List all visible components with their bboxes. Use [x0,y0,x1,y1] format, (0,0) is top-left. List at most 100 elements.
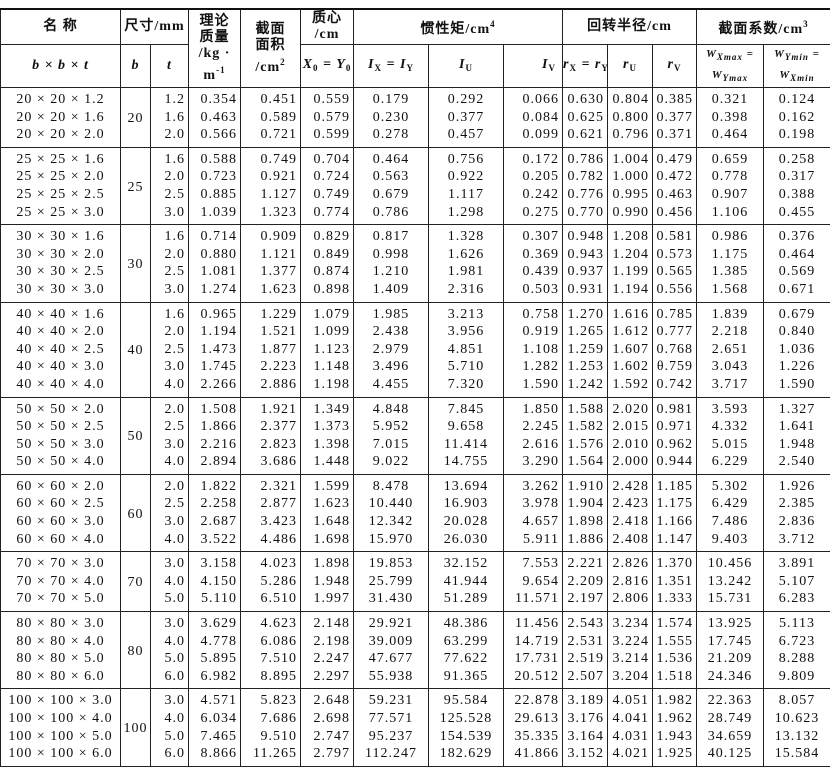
cell-spec: 20 × 20 × 1.6 [1,109,121,127]
header-x0: X0 = Y0 [301,45,354,88]
cell-ru: 1.612 [608,323,653,341]
cell-x0: 1.599 [301,474,354,495]
cell-wx: 1.106 [697,204,764,225]
cell-x0: 1.997 [301,590,354,611]
cell-x0: 1.398 [301,436,354,454]
cell-t: 2.0 [151,323,189,341]
cell-iv: 0.307 [504,225,563,246]
cell-rv: 1.925 [653,745,697,766]
cell-wy: 6.283 [764,590,830,611]
cell-rv: 1.185 [653,474,697,495]
cell-rv: 1.943 [653,728,697,746]
cell-rx: 2.507 [563,668,608,689]
cell-wx: 3.593 [697,397,764,418]
cell-ix: 5.952 [354,418,429,436]
cell-wx: 1.839 [697,302,764,323]
cell-ru: 3.214 [608,650,653,668]
cell-wy: 0.569 [764,263,830,281]
cell-wx: 10.456 [697,552,764,573]
cell-b: 60 [121,474,151,551]
cell-iu: 41.944 [429,573,504,591]
header-wx: WXmax =WYmax [697,45,764,88]
cell-wy: 0.840 [764,323,830,341]
cell-mass: 1.473 [189,341,241,359]
cell-wx: 5.015 [697,436,764,454]
cell-iv: 0.275 [504,204,563,225]
cell-rx: 3.189 [563,689,608,710]
cell-ru: 4.051 [608,689,653,710]
cell-iv: 2.616 [504,436,563,454]
cell-mass: 2.216 [189,436,241,454]
cell-rv: 1.962 [653,710,697,728]
cell-iu: 2.316 [429,281,504,302]
cell-wx: 0.398 [697,109,764,127]
header-area: 截面面积/cm2 [241,9,301,88]
cell-iu: 26.030 [429,531,504,552]
cell-ix: 15.970 [354,531,429,552]
cell-spec: 70 × 70 × 4.0 [1,573,121,591]
cell-rv: 0.463 [653,186,697,204]
cell-ix: 55.938 [354,668,429,689]
cell-rx: 0.630 [563,88,608,109]
cell-x0: 1.448 [301,453,354,474]
cell-mass: 1.508 [189,397,241,418]
cell-iu: 14.755 [429,453,504,474]
cell-t: 3.0 [151,281,189,302]
cell-x0: 2.297 [301,668,354,689]
header-rx: rX = rY [563,45,608,88]
cell-ru: 1.616 [608,302,653,323]
cell-area: 1.323 [241,204,301,225]
cell-iv: 0.503 [504,281,563,302]
cell-x0: 0.704 [301,147,354,168]
cell-t: 4.0 [151,453,189,474]
cell-x0: 1.948 [301,573,354,591]
cell-rv: 1.574 [653,612,697,633]
header-modulus: 截面系数/cm3 [697,9,830,45]
cell-t: 3.0 [151,612,189,633]
cell-mass: 4.150 [189,573,241,591]
header-name-formula: b × b × t [1,45,121,88]
header-wy: WYmin =WXmin [764,45,830,88]
cell-mass: 0.880 [189,246,241,264]
cell-wy: 3.891 [764,552,830,573]
header-name: 名 称 [1,9,121,45]
table-header: 名 称 尺寸/mm 理论质量/kg ·m-1 截面面积/cm2 质心/cm 惯性… [1,9,830,88]
cell-ru: 2.826 [608,552,653,573]
cell-mass: 3.522 [189,531,241,552]
cell-ix: 39.009 [354,633,429,651]
cell-rv: 1.536 [653,650,697,668]
cell-wy: 0.464 [764,246,830,264]
cell-iv: 0.242 [504,186,563,204]
cell-rv: 1.351 [653,573,697,591]
cell-t: 3.0 [151,204,189,225]
cell-wy: 0.679 [764,302,830,323]
cell-wy: 1.226 [764,358,830,376]
cell-spec: 80 × 80 × 6.0 [1,668,121,689]
cell-mass: 0.566 [189,126,241,147]
cell-ix: 9.022 [354,453,429,474]
cell-iv: 3.978 [504,495,563,513]
cell-x0: 2.648 [301,689,354,710]
cell-ix: 112.247 [354,745,429,766]
cell-wy: 10.623 [764,710,830,728]
cell-rx: 2.209 [563,573,608,591]
cell-rv: 0.556 [653,281,697,302]
cell-wy: 1.036 [764,341,830,359]
cell-spec: 30 × 30 × 2.5 [1,263,121,281]
cell-x0: 2.747 [301,728,354,746]
cell-mass: 0.723 [189,168,241,186]
cell-area: 2.223 [241,358,301,376]
cell-iu: 7.320 [429,376,504,397]
cell-rx: 3.164 [563,728,608,746]
cell-ix: 12.342 [354,513,429,531]
cell-rx: 2.543 [563,612,608,633]
cell-x0: 2.698 [301,710,354,728]
cell-area: 4.486 [241,531,301,552]
cell-iu: 1.626 [429,246,504,264]
cell-spec: 50 × 50 × 2.5 [1,418,121,436]
cell-rx: 0.937 [563,263,608,281]
cell-rx: 1.886 [563,531,608,552]
cell-mass: 0.965 [189,302,241,323]
